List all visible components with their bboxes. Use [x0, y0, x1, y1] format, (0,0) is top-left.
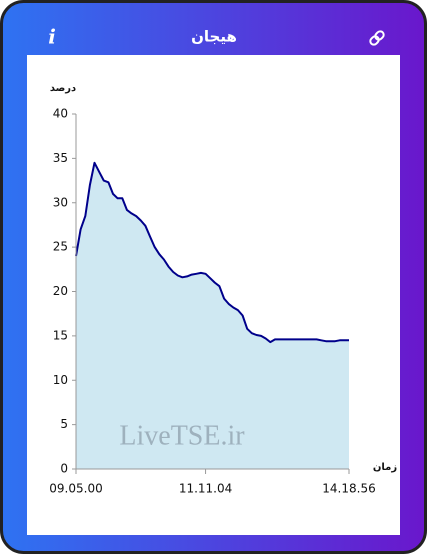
y-tick-label: 0: [60, 462, 68, 476]
info-button[interactable]: i: [48, 25, 56, 49]
x-tick-label: 11.11.04: [179, 482, 232, 496]
y-tick-label: 30: [53, 195, 68, 209]
area: [76, 162, 349, 470]
watermark: LiveTSE.ir: [119, 420, 245, 451]
y-tick-label: 40: [53, 107, 68, 121]
plot: LiveTSE.ir 0 5 10 15 20 25 30 35 40 09.05.00 11.11.…: [49, 107, 375, 496]
x-tick-label: 14.18.56: [322, 482, 375, 496]
y-tick-label: 10: [53, 373, 68, 387]
y-tick-label: 20: [53, 284, 68, 298]
y-tick-label: 5: [60, 417, 68, 431]
link-button[interactable]: [369, 30, 385, 46]
header-title: هیجان: [191, 28, 237, 46]
y-tick-label: 35: [53, 151, 68, 165]
x-axis-label: زمان: [373, 462, 397, 473]
line: [75, 161, 349, 344]
y-tick-label: 15: [53, 328, 68, 342]
x-tick-label: 09.05.00: [49, 482, 102, 496]
y-axis-label: درصد: [50, 83, 76, 94]
y-tick-label: 25: [53, 240, 68, 254]
